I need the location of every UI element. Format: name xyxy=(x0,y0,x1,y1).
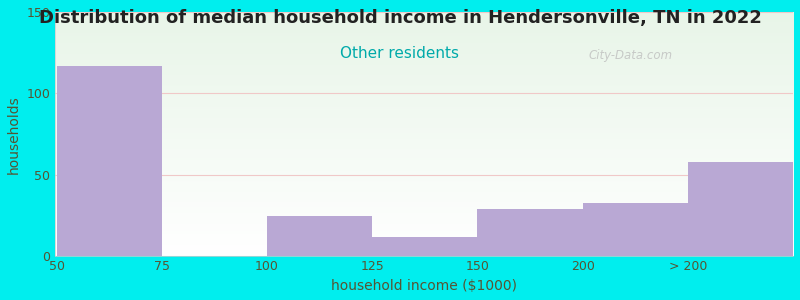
Bar xyxy=(57,66,162,256)
Bar xyxy=(267,216,372,256)
Bar xyxy=(688,162,793,256)
Y-axis label: households: households xyxy=(7,95,21,173)
Text: City-Data.com: City-Data.com xyxy=(589,50,673,62)
Bar xyxy=(582,202,688,256)
Bar xyxy=(372,237,478,256)
Bar xyxy=(478,209,582,256)
Text: Other residents: Other residents xyxy=(341,46,459,62)
Text: Distribution of median household income in Hendersonville, TN in 2022: Distribution of median household income … xyxy=(38,9,762,27)
X-axis label: household income ($1000): household income ($1000) xyxy=(330,279,517,293)
